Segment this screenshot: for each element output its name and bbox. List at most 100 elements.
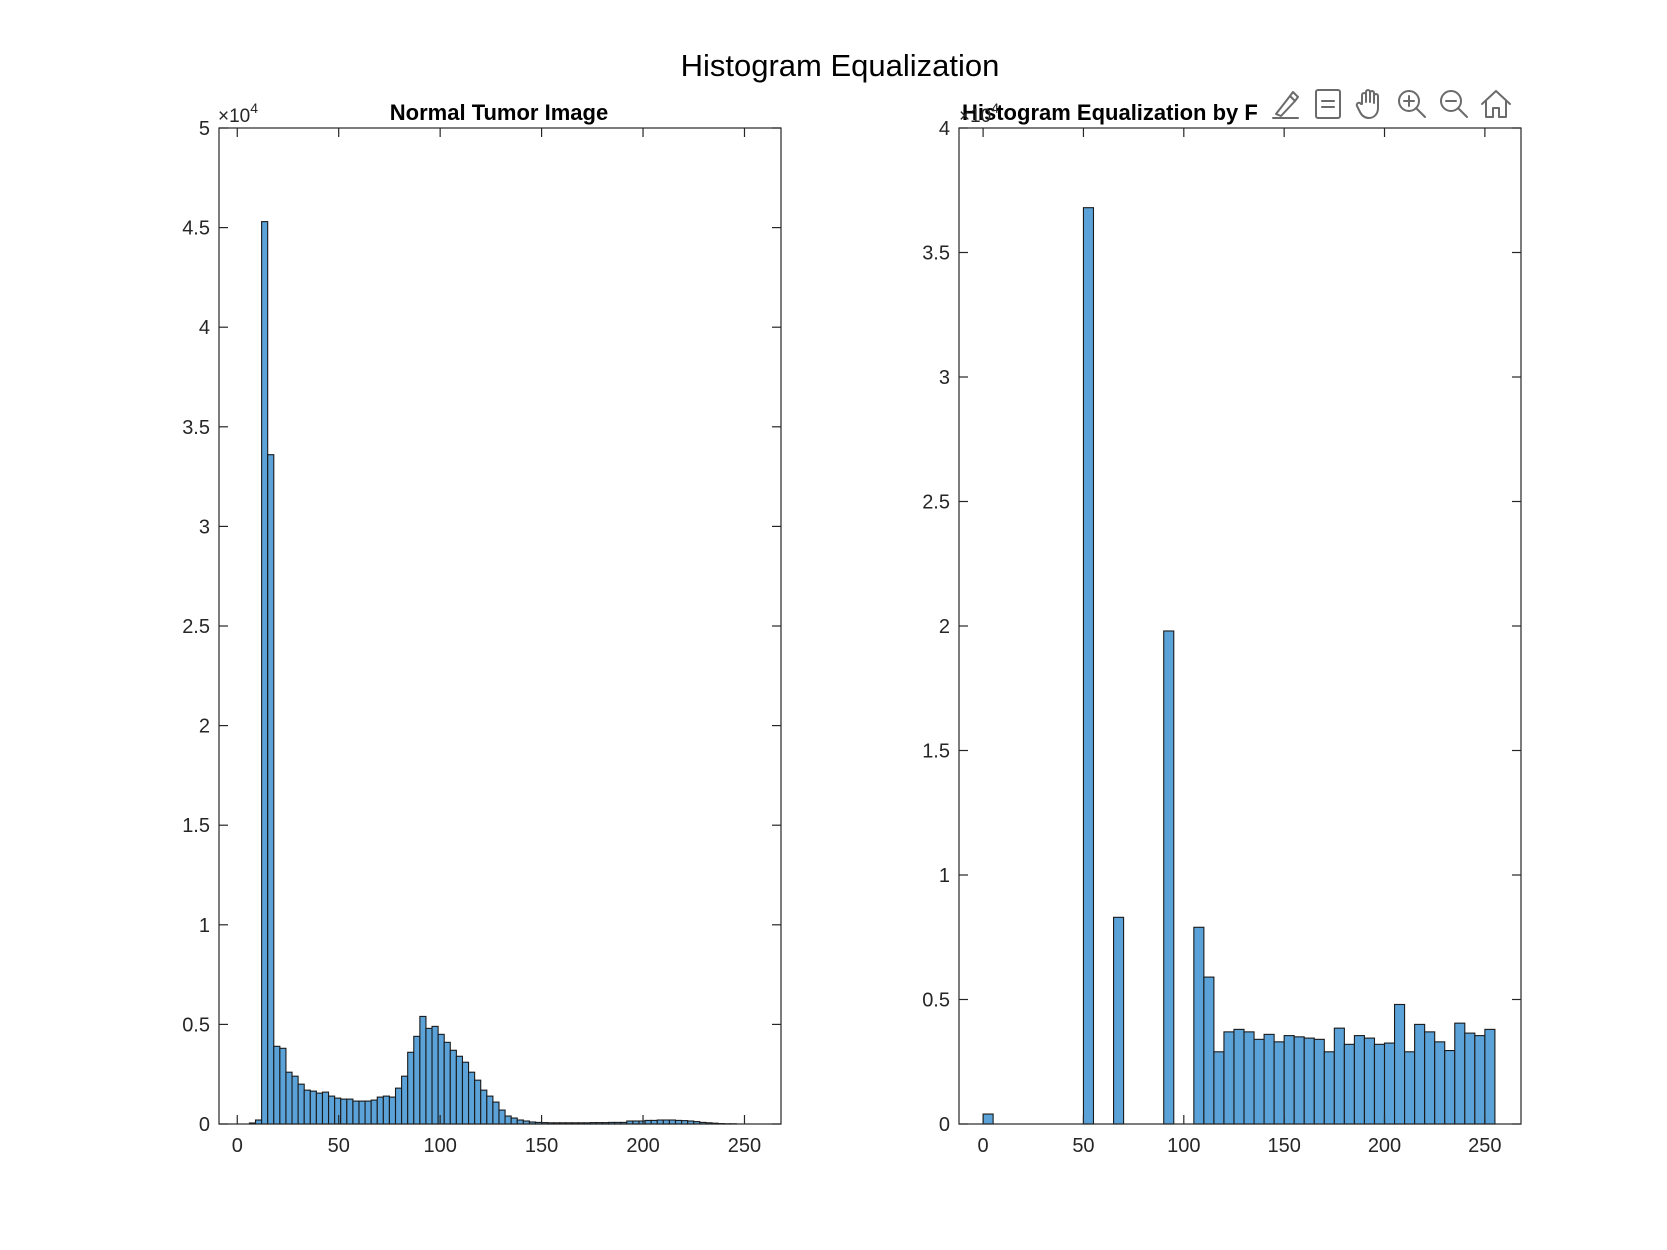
left-histogram-bar bbox=[498, 1109, 506, 1125]
right-y-tick-label: 0.5 bbox=[922, 990, 950, 1012]
right-histogram-bar bbox=[1474, 1035, 1486, 1125]
left-histogram-bar bbox=[340, 1098, 348, 1125]
left-y-tick-label: 5 bbox=[199, 118, 210, 140]
left-histogram-bar bbox=[474, 1079, 482, 1125]
left-x-tick-label: 50 bbox=[328, 1135, 350, 1157]
right-histogram-bar bbox=[1353, 1035, 1365, 1125]
left-histogram-bar bbox=[334, 1097, 342, 1125]
figure-suptitle: Histogram Equalization bbox=[681, 48, 1000, 83]
left-x-tick-label: 0 bbox=[232, 1135, 243, 1157]
right-histogram-bar bbox=[1303, 1037, 1315, 1125]
right-histogram-bar bbox=[1484, 1028, 1496, 1125]
data-tips-icon bbox=[1315, 89, 1341, 119]
axes-toolbar bbox=[1268, 86, 1514, 122]
left-histogram-bar bbox=[480, 1089, 488, 1125]
right-histogram-bar bbox=[1163, 630, 1175, 1125]
home-icon bbox=[1481, 90, 1511, 118]
left-histogram-bar bbox=[486, 1095, 494, 1125]
left-histogram-bar bbox=[449, 1049, 457, 1125]
left-histogram-bar bbox=[376, 1096, 384, 1125]
pan-button[interactable] bbox=[1352, 86, 1388, 122]
right-y-tick-label: 2.5 bbox=[922, 492, 950, 514]
left-histogram-bar bbox=[419, 1015, 427, 1125]
left-x-tick-label: 150 bbox=[525, 1135, 558, 1157]
left-histogram-bar bbox=[297, 1083, 305, 1125]
right-histogram-bar bbox=[1333, 1027, 1345, 1125]
left-x-tick-label: 100 bbox=[423, 1135, 456, 1157]
brush-button[interactable] bbox=[1268, 86, 1304, 122]
right-histogram-bar bbox=[1373, 1043, 1386, 1125]
left-y-tick-label: 1 bbox=[199, 915, 210, 937]
left-histogram-bar bbox=[504, 1115, 512, 1125]
left-y-tick-label: 2.5 bbox=[182, 616, 210, 638]
data-tips-button[interactable] bbox=[1310, 86, 1346, 122]
right-histogram-bar bbox=[1383, 1042, 1396, 1125]
right-y-tick-label: 3 bbox=[939, 367, 950, 389]
left-histogram-bar bbox=[455, 1055, 464, 1125]
right-histogram-bar bbox=[1243, 1031, 1255, 1125]
right-y-tick-label: 4 bbox=[939, 118, 950, 140]
right-axes-box bbox=[958, 127, 1522, 1125]
left-y-tick-label: 2 bbox=[199, 716, 210, 738]
left-histogram-bar bbox=[492, 1101, 500, 1125]
left-histogram-bar bbox=[382, 1095, 390, 1125]
left-histogram-bar bbox=[315, 1092, 324, 1125]
right-x-tick-label: 200 bbox=[1368, 1135, 1401, 1157]
right-y-tick-label: 2 bbox=[939, 616, 950, 638]
left-histogram-bar bbox=[431, 1025, 439, 1125]
right-y-tick-label: 1.5 bbox=[922, 741, 950, 763]
right-y-tick-label: 1 bbox=[939, 865, 950, 887]
right-histogram-bar bbox=[1213, 1051, 1225, 1125]
left-y-tick-label: 0.5 bbox=[182, 1014, 210, 1036]
home-button[interactable] bbox=[1478, 86, 1514, 122]
right-y-tick-label: 0 bbox=[939, 1114, 950, 1136]
right-histogram-bar bbox=[1394, 1003, 1406, 1125]
brush-icon bbox=[1272, 91, 1299, 119]
left-histogram-bar bbox=[388, 1096, 397, 1125]
left-histogram-bar bbox=[425, 1027, 433, 1125]
right-y-tick-label: 3.5 bbox=[922, 243, 950, 265]
left-histogram-bar bbox=[352, 1100, 360, 1125]
left-histogram-bar bbox=[443, 1041, 451, 1125]
left-histogram-bar bbox=[364, 1100, 372, 1125]
left-histogram-bar bbox=[273, 1045, 281, 1125]
zoom-out-icon bbox=[1440, 90, 1468, 118]
right-axes-title: Histogram Equalization by F bbox=[962, 100, 1258, 125]
left-x-tick-label: 200 bbox=[626, 1135, 659, 1157]
zoom-in-button[interactable] bbox=[1394, 86, 1430, 122]
left-histogram-axes[interactable]: Normal Tumor Image ×104 0 50 100 150 200 2500… bbox=[182, 100, 782, 1157]
right-histogram-bar bbox=[1343, 1043, 1355, 1125]
right-x-tick-label: 100 bbox=[1167, 1135, 1200, 1157]
left-y-tick-label: 4 bbox=[199, 317, 210, 339]
left-axes-title: Normal Tumor Image bbox=[390, 100, 608, 125]
right-x-tick-label: 50 bbox=[1072, 1135, 1094, 1157]
left-histogram-bar bbox=[413, 1035, 421, 1125]
left-y-tick-label: 0 bbox=[199, 1114, 210, 1136]
left-histogram-bar bbox=[285, 1071, 293, 1125]
right-histogram-bar bbox=[1414, 1023, 1426, 1125]
left-histogram-bar bbox=[358, 1100, 366, 1125]
right-histogram-bar bbox=[1313, 1038, 1325, 1125]
left-histogram-bar bbox=[346, 1098, 354, 1125]
right-histogram-bar bbox=[1454, 1022, 1466, 1125]
left-histogram-bar bbox=[510, 1117, 518, 1125]
right-y-multiplier: ×104 bbox=[959, 100, 999, 127]
right-histogram-bar bbox=[1404, 1051, 1416, 1125]
right-histogram-bar bbox=[1233, 1028, 1245, 1125]
right-histogram-bar bbox=[982, 1113, 994, 1125]
left-histogram-bar bbox=[303, 1089, 311, 1125]
right-histogram-axes[interactable]: Histogram Equalization by F ×104 0 50 100 1… bbox=[922, 100, 1522, 1157]
right-histogram-bar bbox=[1263, 1033, 1275, 1125]
left-histogram-bar bbox=[261, 221, 269, 1125]
right-x-tick-label: 250 bbox=[1468, 1135, 1501, 1157]
left-histogram-bar bbox=[468, 1071, 476, 1125]
left-y-tick-label: 1.5 bbox=[182, 815, 210, 837]
right-histogram-bar bbox=[1464, 1032, 1476, 1125]
right-histogram-bar bbox=[1323, 1051, 1335, 1125]
right-histogram-bar bbox=[1363, 1037, 1376, 1125]
left-histogram-bar bbox=[309, 1090, 317, 1125]
zoom-out-button[interactable] bbox=[1436, 86, 1472, 122]
right-histogram-bar bbox=[1223, 1031, 1235, 1125]
left-histogram-bar bbox=[407, 1051, 415, 1125]
